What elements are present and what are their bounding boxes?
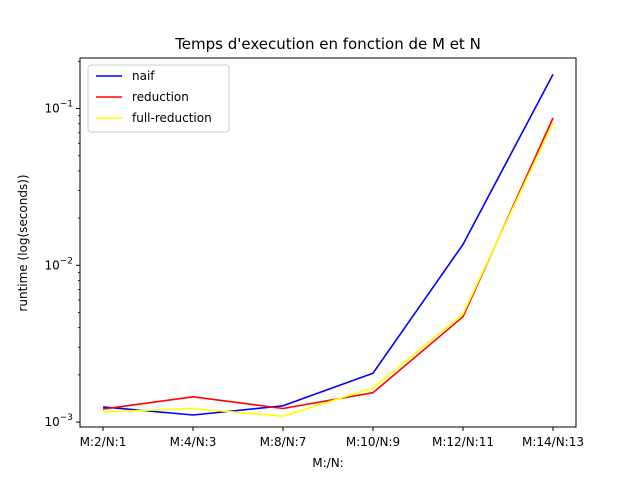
x-axis-label: M:/N: <box>312 456 343 470</box>
x-tick-label: M:14/N:13 <box>522 435 584 449</box>
x-tick-label: M:12/N:11 <box>432 435 494 449</box>
legend-label: reduction <box>132 90 189 104</box>
y-tick-label: 10−3 <box>44 413 73 429</box>
x-tick-label: M:10/N:9 <box>346 435 400 449</box>
legend: naif reduction full-reduction <box>87 64 230 133</box>
plot-frame <box>79 57 577 428</box>
legend-label: full-reduction <box>132 111 212 125</box>
x-tick-label: M:2/N:1 <box>80 435 127 449</box>
x-tick-label: M:4/N:3 <box>170 435 217 449</box>
y-tick-label: 10−1 <box>44 100 73 116</box>
y-axis-ticks: 10−3 10−2 10−1 <box>44 60 80 429</box>
x-axis-ticks: M:2/N:1 M:4/N:3 M:8/N:7 M:10/N:9 M:12/N:11 M:… <box>80 427 584 449</box>
legend-box <box>87 64 230 133</box>
y-axis-label: runtime (log(seconds)) <box>16 174 30 311</box>
series-line-3 <box>102 122 554 418</box>
chart-title: Temps d'execution en fonction de M et N <box>174 35 481 53</box>
y-tick-label: 10−2 <box>44 256 73 272</box>
plot-lines <box>102 74 554 418</box>
x-tick-label: M:8/N:7 <box>260 435 307 449</box>
legend-label: naif <box>132 69 155 83</box>
series-line-1 <box>102 74 554 416</box>
